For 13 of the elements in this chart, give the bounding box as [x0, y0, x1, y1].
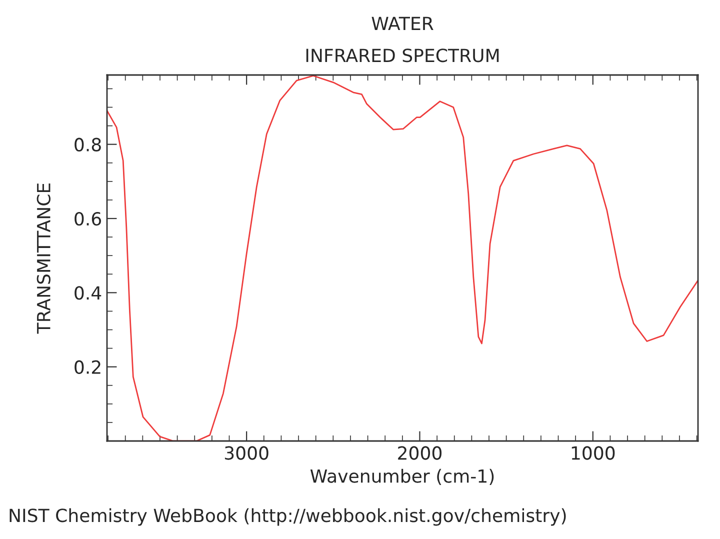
text: NIST Chemistry WebBook (http://webbook.nist.gov/chemistry)	[10, 508, 566, 526]
x-tick-label: 2000	[398, 446, 442, 460]
x-axis-title: Wavenumber (cm-1)	[310, 468, 494, 485]
line-series	[107, 75, 698, 441]
y-tick-label: 0.2	[74, 360, 100, 374]
y-axis-title: TRANSMITTANCE	[36, 184, 50, 334]
y-tick-label: 0.6	[74, 212, 102, 226]
x-tick-label: 1000	[572, 446, 615, 460]
y-tick-label: 0.4	[74, 286, 102, 300]
y-tick-label: 0.8	[74, 138, 101, 152]
chart-title: WATER	[372, 16, 434, 30]
x-tick-label: 3000	[224, 446, 268, 460]
chart-subtitle: INFRARED SPECTRUM	[306, 48, 499, 62]
